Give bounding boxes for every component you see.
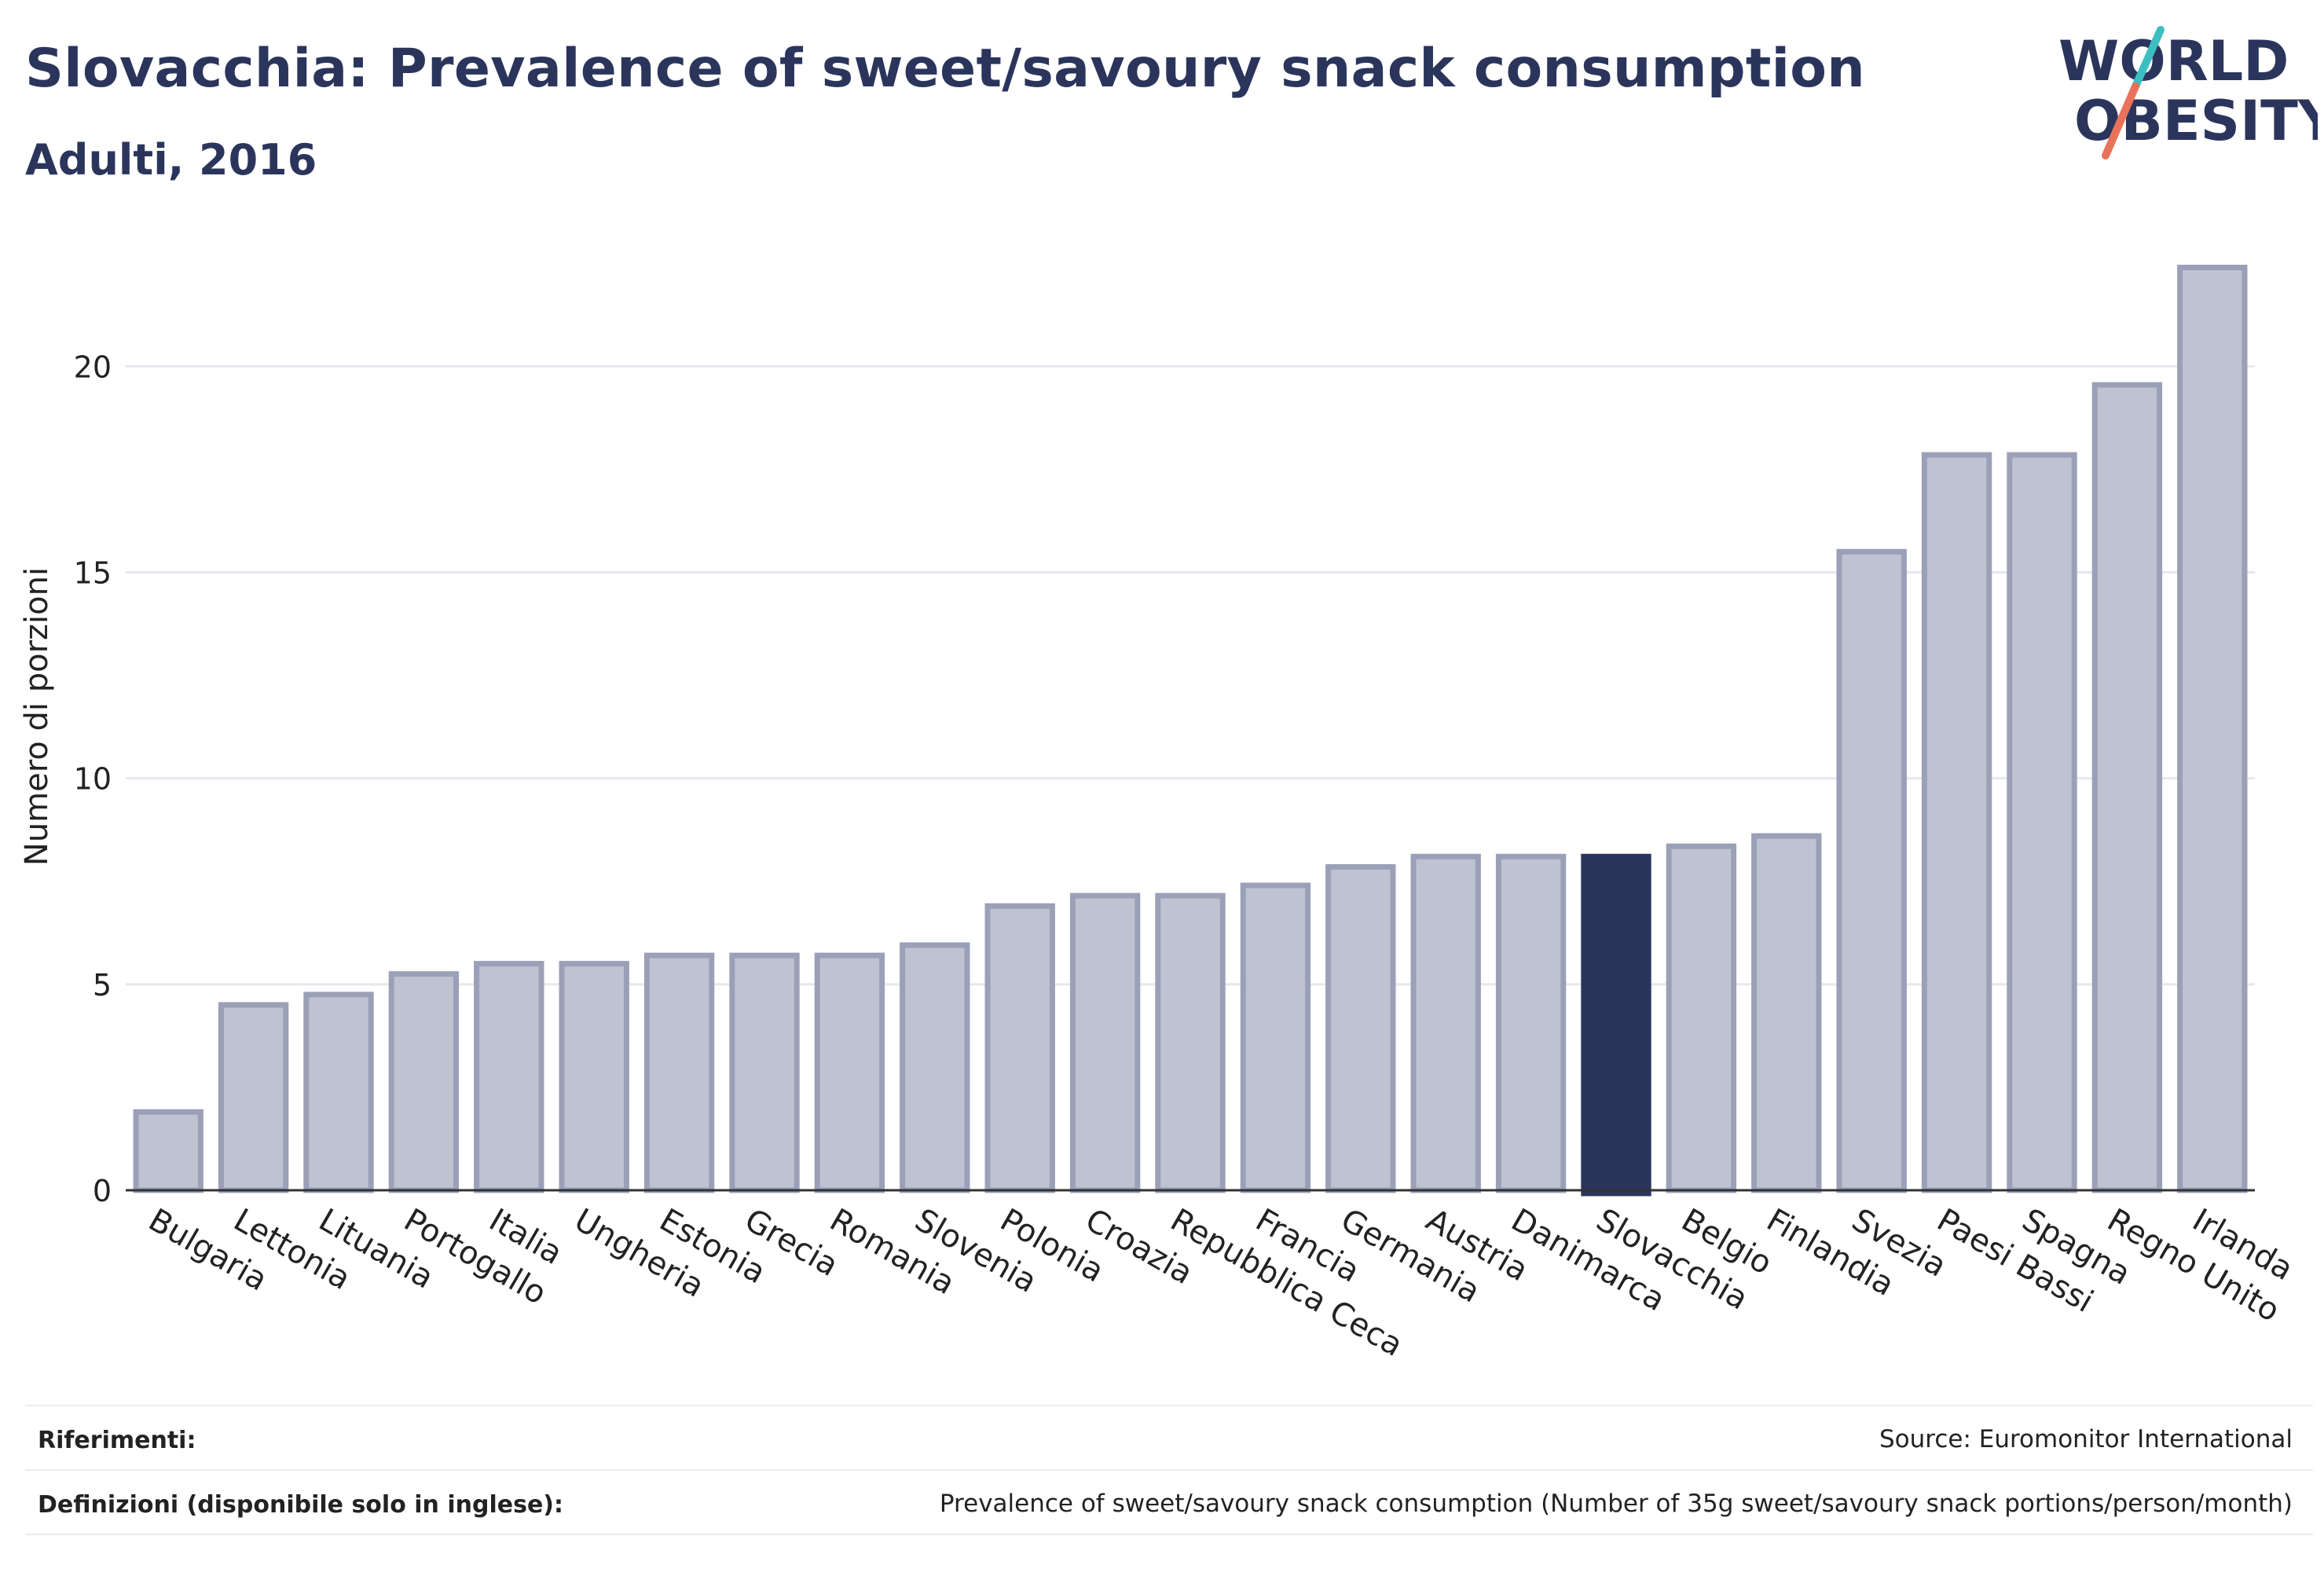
footer-divider-bottom	[25, 1534, 2313, 1535]
y-tick-label: 20	[74, 350, 112, 384]
bar-spagna	[2007, 452, 2077, 1193]
bar-slovenia	[900, 942, 970, 1193]
bar-svezia	[1836, 548, 1907, 1193]
chart-title: Slovacchia: Prevalence of sweet/savoury …	[25, 38, 1866, 100]
logo-word-world: WORLD	[2058, 29, 2289, 93]
definitions-value: Prevalence of sweet/savoury snack consum…	[939, 1490, 2293, 1518]
bar-finlandia	[1751, 833, 1822, 1193]
y-axis-label: Numero di porzioni	[19, 567, 55, 866]
bar-chart: 0 5 10 15 20 BulgariaLettoniaLituaniaPortoga…	[19, 264, 2299, 1364]
references-label: Riferimenti:	[38, 1427, 196, 1454]
y-tick-label: 10	[74, 762, 112, 797]
bar-lituania	[303, 991, 374, 1193]
bar-belgio	[1666, 843, 1737, 1193]
bar-austria	[1410, 853, 1481, 1193]
y-tick-label: 5	[93, 968, 112, 1002]
world-obesity-logo: WORLD OBESITY	[2058, 26, 2318, 159]
bar-portogallo	[388, 971, 460, 1193]
bar-danimarca	[1495, 853, 1567, 1193]
footer-divider-top	[25, 1405, 2313, 1406]
y-tick-label: 0	[93, 1174, 112, 1208]
y-tick-labels: 0 5 10 15 20	[74, 350, 112, 1208]
bar-regno-unito	[2091, 382, 2163, 1193]
chart-subtitle: Adulti, 2016	[25, 135, 317, 185]
bar-romania	[814, 952, 885, 1193]
logo-slash-coral	[2102, 82, 2139, 159]
bar-ungheria	[559, 961, 629, 1193]
bar-irlanda	[2177, 264, 2248, 1193]
x-tick-labels: BulgariaLettoniaLituaniaPortogalloItalia…	[142, 1202, 2299, 1364]
bar-estonia	[643, 952, 715, 1193]
bar-croazia	[1069, 892, 1141, 1193]
bar-germania	[1325, 863, 1396, 1193]
bar-slovacchia	[1581, 853, 1651, 1197]
bar-italia	[474, 961, 544, 1193]
bar-bulgaria	[133, 1109, 203, 1193]
bar-grecia	[729, 952, 800, 1193]
bar-polonia	[984, 903, 1055, 1193]
footer-divider-middle	[25, 1469, 2313, 1471]
y-tick-label: 15	[74, 555, 112, 590]
references-value: Source: Euromonitor International	[1879, 1425, 2293, 1453]
bar-repubblica-ceca	[1155, 892, 1226, 1193]
bar-lettonia	[218, 1002, 289, 1193]
logo-slash-teal	[2132, 26, 2165, 90]
definitions-label: Definizioni (disponibile solo in inglese…	[38, 1491, 563, 1519]
bar-paesi-bassi	[1921, 452, 1992, 1193]
bar-francia	[1240, 882, 1311, 1193]
bars-layer	[133, 264, 2248, 1197]
